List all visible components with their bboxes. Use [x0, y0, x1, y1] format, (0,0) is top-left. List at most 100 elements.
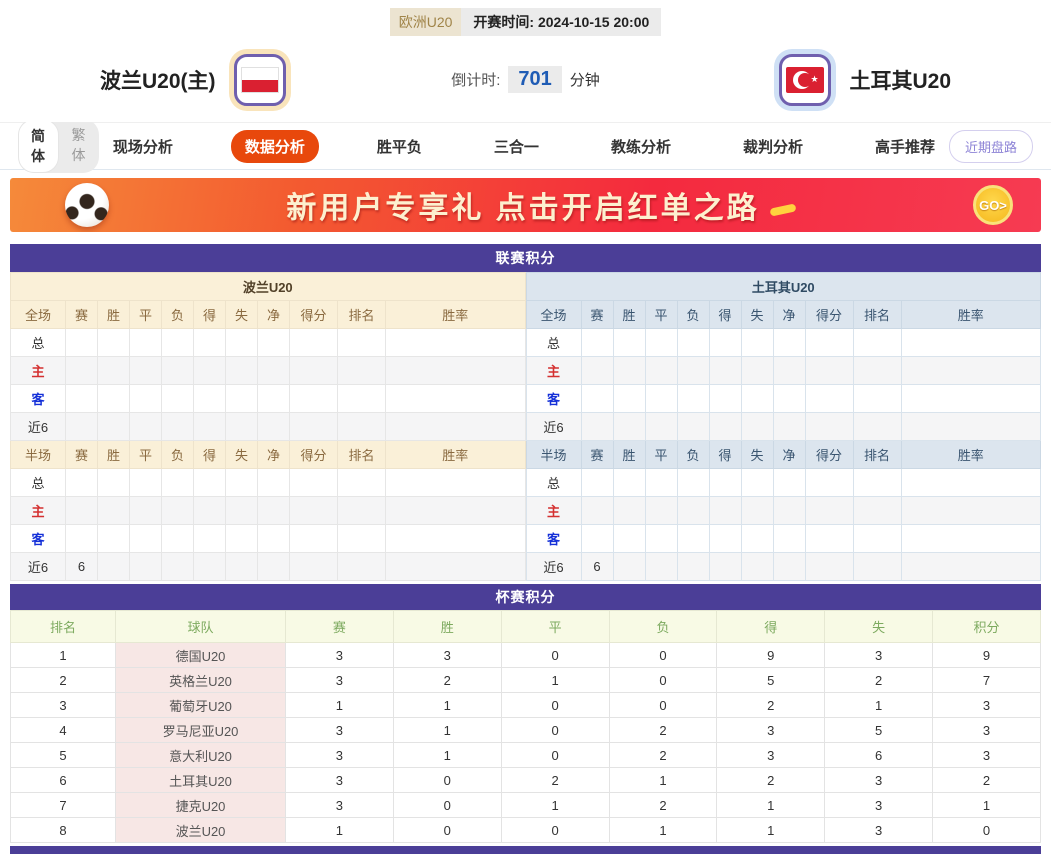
league-cell	[676, 328, 710, 357]
league-cell	[257, 356, 290, 385]
league-cell	[676, 552, 710, 581]
league-column-header: 排名	[337, 440, 386, 469]
league-column-header: 半场	[10, 440, 66, 469]
league-cell	[580, 328, 614, 357]
nav-tab[interactable]: 现场分析	[112, 138, 173, 156]
league-cell	[225, 496, 258, 525]
league-cell	[772, 496, 806, 525]
league-column-header: 净	[257, 440, 290, 469]
league-cell	[580, 356, 614, 385]
league-cell	[385, 524, 526, 553]
league-cell	[644, 468, 678, 497]
league-cell	[644, 552, 678, 581]
promo-banner[interactable]: 新用户专享礼 点击开启红单之路 GO>	[10, 178, 1041, 232]
league-cell	[772, 356, 806, 385]
league-column-header: 得	[193, 300, 226, 329]
league-cell	[580, 468, 614, 497]
nav-tab[interactable]: 三合一	[493, 138, 539, 156]
league-cell	[385, 468, 526, 497]
league-row: 总	[525, 468, 1041, 497]
cup-table: 排名 球队赛胜平负得失积分 1 德国U20 3 3 0 0 9 3 9 2 英格兰U20 3 2 1 0 5 2 7 3…	[10, 610, 1041, 843]
cup-team-cell: 德国U20	[115, 642, 286, 668]
league-row: 主	[525, 496, 1041, 525]
cup-column-header: 胜	[392, 610, 502, 643]
league-column-header: 失	[740, 440, 774, 469]
league-column-header: 赛	[580, 300, 614, 329]
cup-cell: 1	[608, 817, 718, 843]
cup-team-cell: 英格兰U20	[115, 667, 286, 693]
lang-traditional-button[interactable]: 繁体	[71, 127, 86, 163]
league-cell	[708, 496, 742, 525]
league-cell	[337, 412, 386, 441]
cup-team-cell: 葡萄牙U20	[115, 692, 286, 718]
cup-cell: 3	[285, 717, 394, 743]
league-cell	[225, 356, 258, 385]
league-cell	[289, 356, 338, 385]
league-column-header: 失	[225, 300, 258, 329]
kickoff-time: 开赛时间: 2024-10-15 20:00	[461, 8, 662, 36]
nav-tab[interactable]: 胜平负	[376, 138, 422, 156]
cup-team-cell: 波兰U20	[115, 817, 286, 843]
league-cell	[161, 496, 194, 525]
recent-trends-button[interactable]: 近期盘路	[948, 129, 1033, 163]
league-cell	[225, 468, 258, 497]
cup-cell: 3	[932, 742, 1041, 768]
league-cell	[97, 468, 130, 497]
league-cell	[385, 356, 526, 385]
league-row-label: 客	[10, 524, 66, 553]
league-cell	[644, 328, 678, 357]
league-row: 客	[10, 524, 526, 553]
league-cell	[852, 412, 902, 441]
cup-cell: 7	[932, 667, 1041, 693]
league-half-team-title: 土耳其U20	[525, 272, 1041, 301]
league-cell	[612, 524, 646, 553]
cup-column-header: 得	[716, 610, 826, 643]
nav-tab[interactable]: 裁判分析	[742, 138, 803, 156]
league-cell	[900, 412, 1041, 441]
cup-cell: 0	[500, 692, 610, 718]
cup-cell: 2	[716, 767, 826, 793]
league-column-header: 胜	[612, 300, 646, 329]
go-button[interactable]: GO>	[973, 185, 1013, 225]
nav-tab[interactable]: 高手推荐	[874, 138, 935, 156]
cup-cell: 3	[716, 717, 826, 743]
league-cell	[900, 552, 1041, 581]
league-row-label: 总	[525, 468, 582, 497]
league-cell	[193, 552, 226, 581]
league-cell	[708, 412, 742, 441]
league-column-header: 得分	[804, 440, 854, 469]
nav-tab[interactable]: 教练分析	[610, 138, 671, 156]
league-column-header: 全场	[10, 300, 66, 329]
league-cell	[161, 412, 194, 441]
league-row: 总	[10, 468, 526, 497]
league-column-header: 得分	[804, 300, 854, 329]
nav-tab[interactable]: 数据分析	[230, 129, 319, 163]
cup-row: 8 波兰U20 1 0 0 1 1 3 0	[10, 817, 1041, 843]
league-row: 总	[10, 328, 526, 357]
league-cell	[193, 384, 226, 413]
cup-cell: 0	[500, 717, 610, 743]
league-cell	[385, 552, 526, 581]
league-cell	[97, 384, 130, 413]
cup-cell: 0	[608, 692, 718, 718]
league-cell: 6	[65, 552, 98, 581]
league-cell	[129, 552, 162, 581]
cup-column-header: 失	[824, 610, 934, 643]
league-column-header: 净	[772, 300, 806, 329]
league-cell	[97, 356, 130, 385]
countdown-label: 倒计时:	[451, 72, 501, 89]
league-cell	[161, 468, 194, 497]
league-cell	[612, 552, 646, 581]
cup-row: 3 葡萄牙U20 1 1 0 0 2 1 3	[10, 692, 1041, 718]
league-cell	[65, 468, 98, 497]
lang-simplified-button[interactable]: 简体	[18, 119, 60, 173]
league-cell	[161, 384, 194, 413]
banner-text: 新用户专享礼 点击开启红单之路	[109, 183, 973, 227]
cup-cell: 2	[608, 742, 718, 768]
league-cell	[65, 496, 98, 525]
cup-cell: 8	[10, 817, 116, 843]
league-cell	[708, 524, 742, 553]
cup-cell: 1	[285, 692, 394, 718]
league-cell	[740, 524, 774, 553]
league-cell	[852, 524, 902, 553]
